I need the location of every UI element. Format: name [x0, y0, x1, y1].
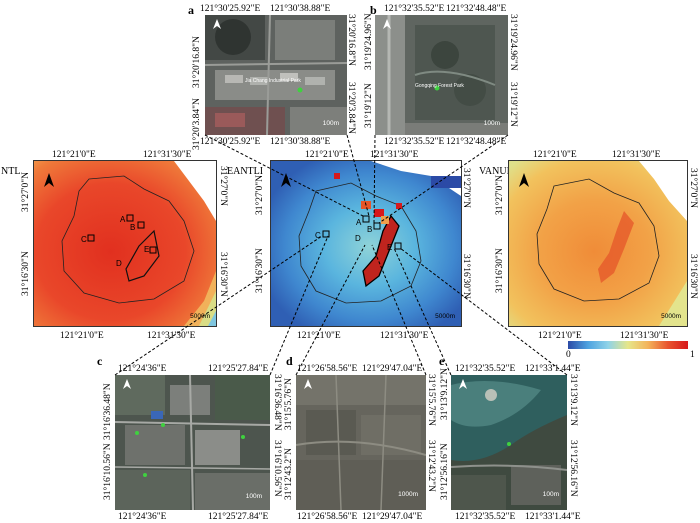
inset-b-left-top: 31°19'24.96"N	[364, 13, 374, 70]
inset-a-right-bottom: 31°20'3.84"N	[346, 82, 356, 134]
inset-b-bottom-right: 121°32'48.48"E	[446, 137, 507, 147]
vanui-bottom-left: 121°21'0"E	[538, 331, 582, 341]
eantli-region-d: D	[355, 234, 361, 243]
inset-b-left-bottom: 31°19'12"N	[364, 83, 374, 128]
ntl-title: NTL	[1, 166, 21, 177]
inset-d-right-bottom: 31°12'43.2"N	[426, 440, 436, 492]
ntl-top-left: 121°21'0"E	[52, 150, 96, 160]
inset-a-top-right: 121°30'38.88"E	[270, 4, 331, 14]
inset-a-tag: a	[188, 3, 194, 17]
inset-e-bottom-left: 121°32'35.52"E	[455, 512, 516, 522]
inset-e-image: 100m	[451, 375, 567, 510]
ntl-bottom-left: 121°21'0"E	[60, 331, 104, 341]
inset-d-top-left: 121°26'58.56"E	[297, 364, 358, 374]
inset-e-top-left: 121°32'35.52"E	[455, 364, 516, 374]
inset-d-top-right: 121°29'47.04"E	[362, 364, 423, 374]
inset-b-tag: b	[370, 3, 377, 17]
vanui-bottom-right: 121°31'30"E	[620, 331, 669, 341]
inset-c-right-top: 31°16'36.48"N	[272, 374, 282, 431]
ntl-region-c: C	[81, 235, 87, 244]
eantli-scale: 5000m	[435, 313, 455, 320]
inset-c-bottom-left: 121°24'36"E	[118, 512, 167, 522]
inset-a-bottom-left: 121°30'25.92"E	[200, 137, 261, 147]
inset-e-left-top: 31°13'9.12"N	[440, 368, 450, 420]
ntl-region-b: B	[130, 223, 136, 232]
inset-c-bottom-right: 121°25'27.84"E	[208, 512, 269, 522]
inset-a-top-left: 121°30'25.92"E	[200, 4, 261, 14]
inset-b-right-bottom: 31°19'12"N	[508, 82, 518, 127]
vanui-left-top: 31°27'0"N	[495, 175, 505, 215]
legend-max: 1	[690, 350, 695, 360]
inset-a-image: Jia Chang Industrial Park 100m	[205, 15, 347, 135]
inset-c-top-right: 121°25'27.84"E	[208, 364, 269, 374]
eantli-right-top: 31°27'0"N	[461, 168, 471, 208]
inset-a-left-top: 31°20'16.8"N	[192, 36, 202, 88]
vanui-scale: 5000m	[661, 313, 681, 320]
inset-e-right-bottom: 31°12'56.16"N	[568, 440, 578, 497]
vanui-left-bottom: 31°16'30"N	[495, 248, 505, 293]
eantli-map: A B C D E 5000m	[270, 160, 462, 327]
ntl-left-top: 31°27'0"N	[21, 172, 31, 212]
inset-c-top-left: 121°24'36"E	[118, 364, 167, 374]
ntl-top-right: 121°31'30"E	[143, 150, 192, 160]
eantli-region-a: A	[356, 218, 362, 227]
inset-c-left-top: 31°16'36.48"N	[103, 383, 113, 440]
inset-e-tag: e	[439, 354, 445, 368]
inset-e-left-bottom: 31°12'56.16"N	[440, 443, 450, 500]
inset-d-image: 1000m	[296, 375, 426, 510]
eantli-right-bottom: 31°16'30"N	[461, 254, 471, 299]
inset-d-scale: 1000m	[398, 491, 418, 498]
vanui-right-bottom: 31°16'30"N	[688, 254, 698, 299]
inset-e-right-top: 31°13'9.12"N	[568, 374, 578, 426]
inset-c-left-bottom: 31°16'10.56"N	[103, 443, 113, 500]
eantli-bottom-right: 121°31'30"E	[380, 331, 429, 341]
inset-b-top-left: 121°32'35.52"E	[384, 4, 445, 14]
vanui-top-left: 121°21'0"E	[533, 150, 577, 160]
inset-d-left-bottom: 31°12'43.2"N	[284, 448, 294, 500]
vanui-right-top: 31°27'0"N	[688, 168, 698, 208]
inset-d-left-top: 31°15'5.76"N	[284, 378, 294, 430]
vanui-top-right: 121°31'30"E	[612, 150, 661, 160]
eantli-top-left: 121°21'0"E	[305, 150, 349, 160]
legend-min: 0	[566, 350, 571, 360]
eantli-region-e: E	[387, 243, 393, 252]
ntl-region-d: D	[116, 259, 122, 268]
inset-c-right-bottom: 31°16'10.56"N	[272, 440, 282, 497]
eantli-left-top: 31°27'0"N	[255, 175, 265, 215]
eantli-left-bottom: 31°16'30"N	[255, 248, 265, 293]
inset-c-tag: c	[97, 354, 103, 368]
eantli-top-right: 121°31'30"E	[370, 150, 419, 160]
inset-a-scale: 100m	[322, 120, 339, 127]
inset-c-image: 100m	[115, 375, 270, 510]
inset-e-scale: 100m	[542, 491, 559, 498]
inset-b-top-right: 121°32'48.48"E	[446, 4, 507, 14]
inset-d-right-top: 31°15'5.76"N	[426, 374, 436, 426]
inset-b-image: Gongqing Forest Park 100m	[375, 15, 508, 135]
inset-b-scale: 100m	[483, 120, 500, 127]
inset-b-right-top: 31°19'24.96"N	[508, 14, 518, 71]
ntl-region-a: A	[120, 215, 126, 224]
eantli-region-c: C	[315, 231, 321, 240]
inset-b-place-label: Gongqing Forest Park	[415, 83, 464, 89]
inset-e-bottom-right: 121°33'1.44"E	[525, 512, 581, 522]
ntl-region-e: E	[144, 245, 150, 254]
inset-d-bottom-left: 121°26'58.56"E	[297, 512, 358, 522]
inset-a-right-top: 31°20'16.8"N	[346, 14, 356, 66]
inset-b-bottom-left: 121°32'35.52"E	[384, 137, 445, 147]
eantli-region-b: B	[367, 225, 373, 234]
inset-a-bottom-right: 121°30'38.88"E	[270, 137, 331, 147]
ntl-map: A B C D E 5000m	[33, 160, 217, 327]
color-legend-bar	[568, 341, 688, 349]
inset-a-place-label: Jia Chang Industrial Park	[245, 78, 301, 84]
inset-c-scale: 100m	[245, 493, 262, 500]
inset-d-tag: d	[286, 354, 293, 368]
vanui-map: 5000m	[508, 160, 688, 327]
ntl-scale: 5000m	[190, 313, 210, 320]
inset-d-bottom-right: 121°29'47.04"E	[362, 512, 423, 522]
inset-e-top-right: 121°33'1.44"E	[525, 364, 581, 374]
ntl-right-bottom: 31°16'30"N	[218, 252, 228, 297]
ntl-bottom-right: 121°31'30"E	[147, 331, 196, 341]
eantli-bottom-left: 121°21'0"E	[297, 331, 341, 341]
ntl-left-bottom: 31°16'30"N	[21, 251, 31, 296]
